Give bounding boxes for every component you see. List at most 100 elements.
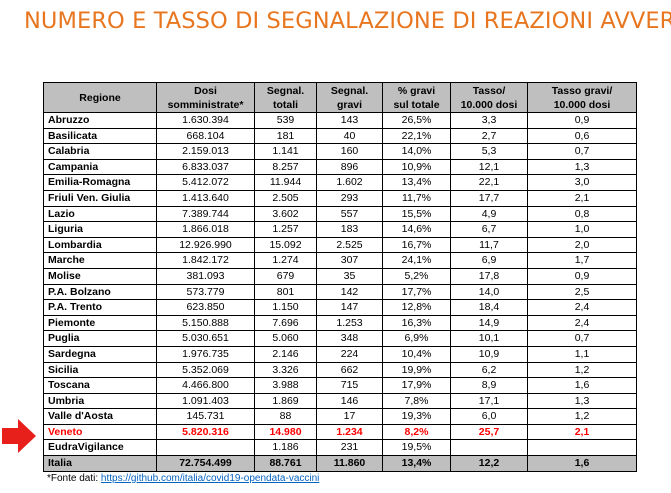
region-cell: Sardegna: [43, 345, 157, 363]
value-cell: 1.976.735: [156, 345, 255, 363]
value-cell: 12,8%: [382, 299, 451, 316]
value-cell: 1.630.394: [156, 112, 255, 129]
value-cell: 2,5: [527, 283, 637, 301]
value-cell: 6,2: [450, 361, 528, 379]
table-row: Basilicata 668.104 181 40 22,1% 2,7 0,6: [43, 127, 637, 145]
value-cell: 1,2: [527, 361, 637, 379]
source-label: *Fonte dati:: [47, 473, 101, 484]
value-cell: 14,6%: [382, 221, 451, 238]
value-cell: 19,3%: [382, 408, 451, 425]
value-cell: 2,1: [527, 189, 637, 207]
value-cell: 16,7%: [382, 236, 451, 254]
value-cell: 1,6: [527, 455, 637, 472]
value-cell: 1,7: [527, 252, 637, 269]
region-cell: Emilia-Romagna: [43, 174, 157, 191]
value-cell: 5.352.069: [156, 361, 255, 379]
value-cell: 146: [316, 392, 383, 410]
value-cell: 1,6: [527, 377, 637, 394]
region-cell: Campania: [43, 158, 157, 176]
column-header: Tasso/10.000 dosi: [450, 82, 528, 113]
value-cell: 2,1: [527, 423, 637, 441]
value-cell: 381.093: [156, 267, 255, 285]
value-cell: 12.926.990: [156, 236, 255, 254]
column-header-label: somministrate*: [167, 98, 244, 111]
value-cell: 15,5%: [382, 205, 451, 223]
value-cell: 1,1: [527, 345, 637, 363]
value-cell: 896: [316, 158, 383, 176]
region-cell: EudraVigilance: [43, 439, 157, 457]
value-cell: 2.525: [316, 236, 383, 254]
value-cell: 12,1: [450, 158, 528, 176]
value-cell: 2.159.013: [156, 143, 255, 160]
table-row: Sardegna 1.976.735 2.146 224 10,4% 10,9 1,1: [43, 345, 637, 363]
region-cell: Abruzzo: [43, 112, 157, 129]
value-cell: 14,0: [450, 283, 528, 301]
region-cell: Veneto: [43, 423, 157, 441]
region-cell: Valle d'Aosta: [43, 408, 157, 425]
value-cell: 1.091.403: [156, 392, 255, 410]
table-row: Marche 1.842.172 1.274 307 24,1% 6,9 1,7: [43, 252, 637, 269]
column-header-label: Segnal.: [330, 84, 369, 97]
column-header: Dosi somministrate*: [156, 82, 255, 113]
value-cell: 7,8%: [382, 392, 451, 410]
value-cell: 11.860: [316, 455, 383, 472]
value-cell: 11.944: [254, 174, 317, 191]
value-cell: 160: [316, 143, 383, 160]
value-cell: 573.779: [156, 283, 255, 301]
table-row: Puglia 5.030.651 5.060 348 6,9% 10,1 0,7: [43, 330, 637, 347]
value-cell: 18,4: [450, 299, 528, 316]
value-cell: 307: [316, 252, 383, 269]
value-cell: 145.731: [156, 408, 255, 425]
value-cell: 25,7: [450, 423, 528, 441]
value-cell: 19,5%: [382, 439, 451, 457]
table-row: P.A. Trento 623.850 1.150 147 12,8% 18,4 2,4: [43, 299, 637, 316]
region-cell: Basilicata: [43, 127, 157, 145]
value-cell: 1.150: [254, 299, 317, 316]
value-cell: 7.696: [254, 314, 317, 332]
value-cell: 1.274: [254, 252, 317, 269]
value-cell: 4,9: [450, 205, 528, 223]
column-header-label: Regione: [79, 91, 121, 104]
value-cell: 181: [254, 127, 317, 145]
value-cell: 26,5%: [382, 112, 451, 129]
value-cell: 22,1%: [382, 127, 451, 145]
slide-title: NUMERO E TASSO DI SEGNALAZIONE DI REAZIO…: [24, 8, 671, 34]
value-cell: 2,0: [527, 236, 637, 254]
value-cell: 0,7: [527, 143, 637, 160]
value-cell: 12,2: [450, 455, 528, 472]
value-cell: 1.866.018: [156, 221, 255, 238]
value-cell: 3.602: [254, 205, 317, 223]
value-cell: 88.761: [254, 455, 317, 472]
region-cell: Friuli Ven. Giulia: [43, 189, 157, 207]
region-cell: Italia: [43, 455, 157, 472]
column-header-label: Dosi: [194, 84, 217, 97]
value-cell: 17,1: [450, 392, 528, 410]
value-cell: 1.602: [316, 174, 383, 191]
table-header: Regione Dosi somministrate* Segnal. totali Se…: [43, 82, 637, 113]
value-cell: 1,0: [527, 221, 637, 238]
source-link[interactable]: https://github.com/italia/covid19-openda…: [100, 473, 320, 484]
value-cell: 16,3%: [382, 314, 451, 332]
value-cell: 3.988: [254, 377, 317, 394]
table-row: Abruzzo 1.630.394 539 143 26,5% 3,3 0,9: [43, 112, 637, 129]
value-cell: 8,9: [450, 377, 528, 394]
table-row: Toscana 4.466.800 3.988 715 17,9% 8,9 1,6: [43, 377, 637, 394]
adverse-reactions-table: Regione Dosi somministrate* Segnal. totali Se…: [43, 82, 637, 472]
table-row: Lombardia 12.926.990 15.092 2.525 16,7% 11,7 2…: [43, 236, 637, 254]
value-cell: 557: [316, 205, 383, 223]
table-row: EudraVigilance 1.186 231 19,5%: [43, 439, 637, 457]
column-header-label: totali: [272, 98, 299, 111]
value-cell: 0,6: [527, 127, 637, 145]
value-cell: 1,3: [527, 392, 637, 410]
value-cell: 11,7: [450, 236, 528, 254]
value-cell: 668.104: [156, 127, 255, 145]
value-cell: 1.253: [316, 314, 383, 332]
value-cell: 5.412.072: [156, 174, 255, 191]
region-cell: Piemonte: [43, 314, 157, 332]
region-cell: Liguria: [43, 221, 157, 238]
table-row: Umbria 1.091.403 1.869 146 7,8% 17,1 1,3: [43, 392, 637, 410]
table-body: Abruzzo 1.630.394 539 143 26,5% 3,3 0,9 Basilic…: [43, 112, 637, 472]
value-cell: 623.850: [156, 299, 255, 316]
value-cell: 348: [316, 330, 383, 347]
value-cell: 17,8: [450, 267, 528, 285]
